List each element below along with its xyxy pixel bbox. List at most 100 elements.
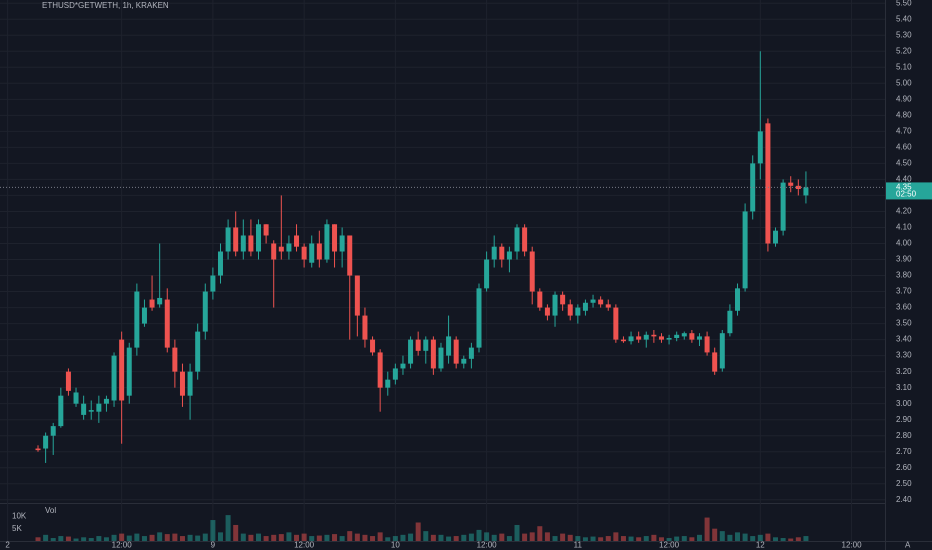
last-price-box <box>886 182 932 200</box>
volume-bar <box>111 534 117 541</box>
candle-body <box>362 315 368 340</box>
candle-body <box>354 275 360 316</box>
candle-body <box>757 131 763 164</box>
y-tick-label: 4.20 <box>896 207 912 216</box>
volume-bar <box>294 534 300 541</box>
candle-body <box>385 379 391 388</box>
volume-bar <box>347 531 353 541</box>
volume-bar <box>598 537 604 541</box>
x-tick-label: 12:00 <box>294 541 315 550</box>
candle-body <box>408 339 414 364</box>
volume-bar <box>415 522 421 541</box>
y-tick-label: 4.10 <box>896 223 912 232</box>
candle-body <box>430 339 436 369</box>
volume-bar <box>658 537 664 541</box>
volume-bar <box>301 533 307 541</box>
candle-body <box>202 291 208 332</box>
candle-body <box>339 235 345 252</box>
candle-body <box>278 246 284 252</box>
candle-body <box>43 435 49 449</box>
candle-body <box>164 299 170 348</box>
volume-bar <box>377 532 383 541</box>
volume-bar <box>742 533 748 541</box>
auto-scale-button[interactable]: A <box>905 541 911 550</box>
volume-bar <box>666 538 672 541</box>
candle-body <box>674 334 680 339</box>
candle-body <box>567 304 573 316</box>
volume-bar <box>696 534 702 541</box>
volume-bar <box>324 534 330 541</box>
candle-body <box>316 243 322 260</box>
volume-bar <box>362 534 368 541</box>
volume-bar <box>438 534 444 541</box>
candle-body <box>575 307 581 316</box>
y-tick-label: 5.30 <box>896 30 912 39</box>
volume-bar <box>195 535 201 541</box>
volume-bar <box>233 524 239 541</box>
volume-bar <box>453 536 459 541</box>
candle-body <box>263 224 269 236</box>
y-tick-label: 4.50 <box>896 159 912 168</box>
candle-body <box>491 246 497 260</box>
y-tick-label: 4.80 <box>896 110 912 119</box>
volume-bar <box>119 533 125 541</box>
candle-body <box>529 251 535 292</box>
candle-body <box>233 227 239 252</box>
volume-bar <box>803 536 809 541</box>
candle-body <box>552 294 558 316</box>
candle-body <box>681 333 687 337</box>
candle-body <box>301 246 307 260</box>
y-tick-label: 4.70 <box>896 126 912 135</box>
y-tick-label: 5.50 <box>896 0 912 7</box>
y-tick-label: 4.00 <box>896 239 912 248</box>
volume-bar <box>681 536 687 541</box>
countdown-label: 02:50 <box>896 190 917 199</box>
candle-body <box>651 334 657 337</box>
candle-body <box>392 368 398 380</box>
x-tick-label: 12:00 <box>659 541 680 550</box>
candle-body <box>750 163 756 212</box>
volume-bar <box>484 532 490 541</box>
y-tick-label: 3.20 <box>896 367 912 376</box>
candle-body <box>248 235 254 252</box>
volume-bar <box>263 536 269 541</box>
volume-bar <box>582 537 588 541</box>
grid <box>0 0 885 541</box>
candle-body <box>476 288 482 348</box>
candle-body <box>141 307 147 324</box>
candle-body <box>742 211 748 289</box>
candle-body <box>620 339 626 342</box>
volume-bar <box>332 534 338 541</box>
volume-bar <box>674 536 680 541</box>
candle-body <box>461 358 467 364</box>
volume-bar <box>408 533 414 541</box>
volume-bar <box>309 536 315 541</box>
candle-body <box>35 448 41 451</box>
volume-bar <box>35 537 41 541</box>
candle-body <box>643 334 649 340</box>
candle-body <box>187 371 193 396</box>
volume-bar <box>620 536 626 541</box>
candle-body <box>324 224 330 260</box>
volume-bar <box>202 533 208 541</box>
candle-body <box>446 336 452 356</box>
candle-body <box>210 275 216 292</box>
candle-body <box>506 251 512 260</box>
candle-body <box>598 299 604 305</box>
candle-body <box>499 246 505 260</box>
y-tick-label: 3.40 <box>896 335 912 344</box>
candle-body <box>50 426 56 436</box>
candle-body <box>377 352 383 388</box>
volume-bar <box>628 536 634 541</box>
volume-bar <box>157 532 163 541</box>
candle-body <box>423 339 429 351</box>
y-tick-label: 3.70 <box>896 287 912 296</box>
y-tick-label: 3.60 <box>896 303 912 312</box>
volume-bar <box>461 534 467 541</box>
volume-bar <box>400 534 406 541</box>
volume-bar <box>50 538 56 541</box>
volume-bar <box>575 536 581 541</box>
volume-bar <box>750 536 756 541</box>
y-tick-label: 2.70 <box>896 447 912 456</box>
